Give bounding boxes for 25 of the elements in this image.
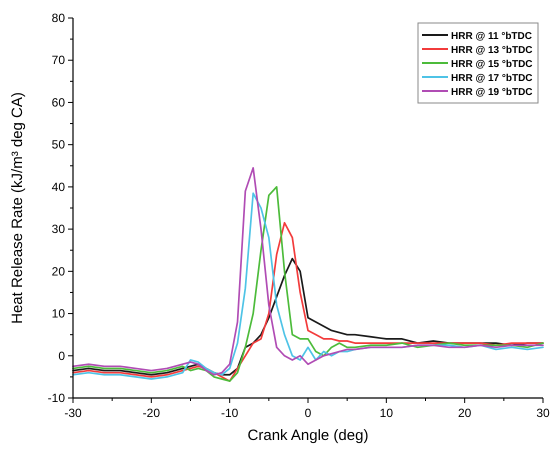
y-tick-label: 20 [52, 264, 66, 278]
legend-label: HRR @ 15 °bTDC [451, 59, 533, 70]
legend-label: HRR @ 19 °bTDC [451, 87, 533, 98]
y-tick-label: 70 [52, 53, 66, 68]
y-tick-label: 10 [52, 306, 66, 321]
y-tick-label: 50 [52, 138, 66, 152]
x-tick-label: -20 [142, 406, 160, 420]
legend-label: HRR @ 11 °bTDC [451, 31, 532, 42]
x-tick-label: -30 [64, 406, 82, 420]
x-tick-label: -10 [220, 406, 239, 420]
y-tick-label: 80 [52, 11, 66, 25]
y-tick-label: 0 [58, 348, 66, 363]
x-tick-label: 30 [536, 406, 550, 420]
x-tick-label: 10 [380, 406, 394, 420]
x-tick-label: 20 [458, 406, 472, 420]
y-tick-label: 30 [52, 222, 66, 236]
x-axis-title: Crank Angle (deg) [248, 427, 368, 444]
legend-label: HRR @ 13 °bTDC [451, 45, 533, 56]
y-tick-label: 40 [52, 180, 66, 194]
y-tick-label: 60 [52, 95, 66, 110]
legend-label: HRR @ 17 °bTDC [451, 73, 533, 84]
y-axis-title: Heat Release Rate (kJ/m³ deg CA) [9, 92, 26, 324]
x-tick-label: 0 [304, 406, 312, 420]
line-series [72, 222, 544, 382]
y-tick-label: -10 [48, 391, 66, 405]
